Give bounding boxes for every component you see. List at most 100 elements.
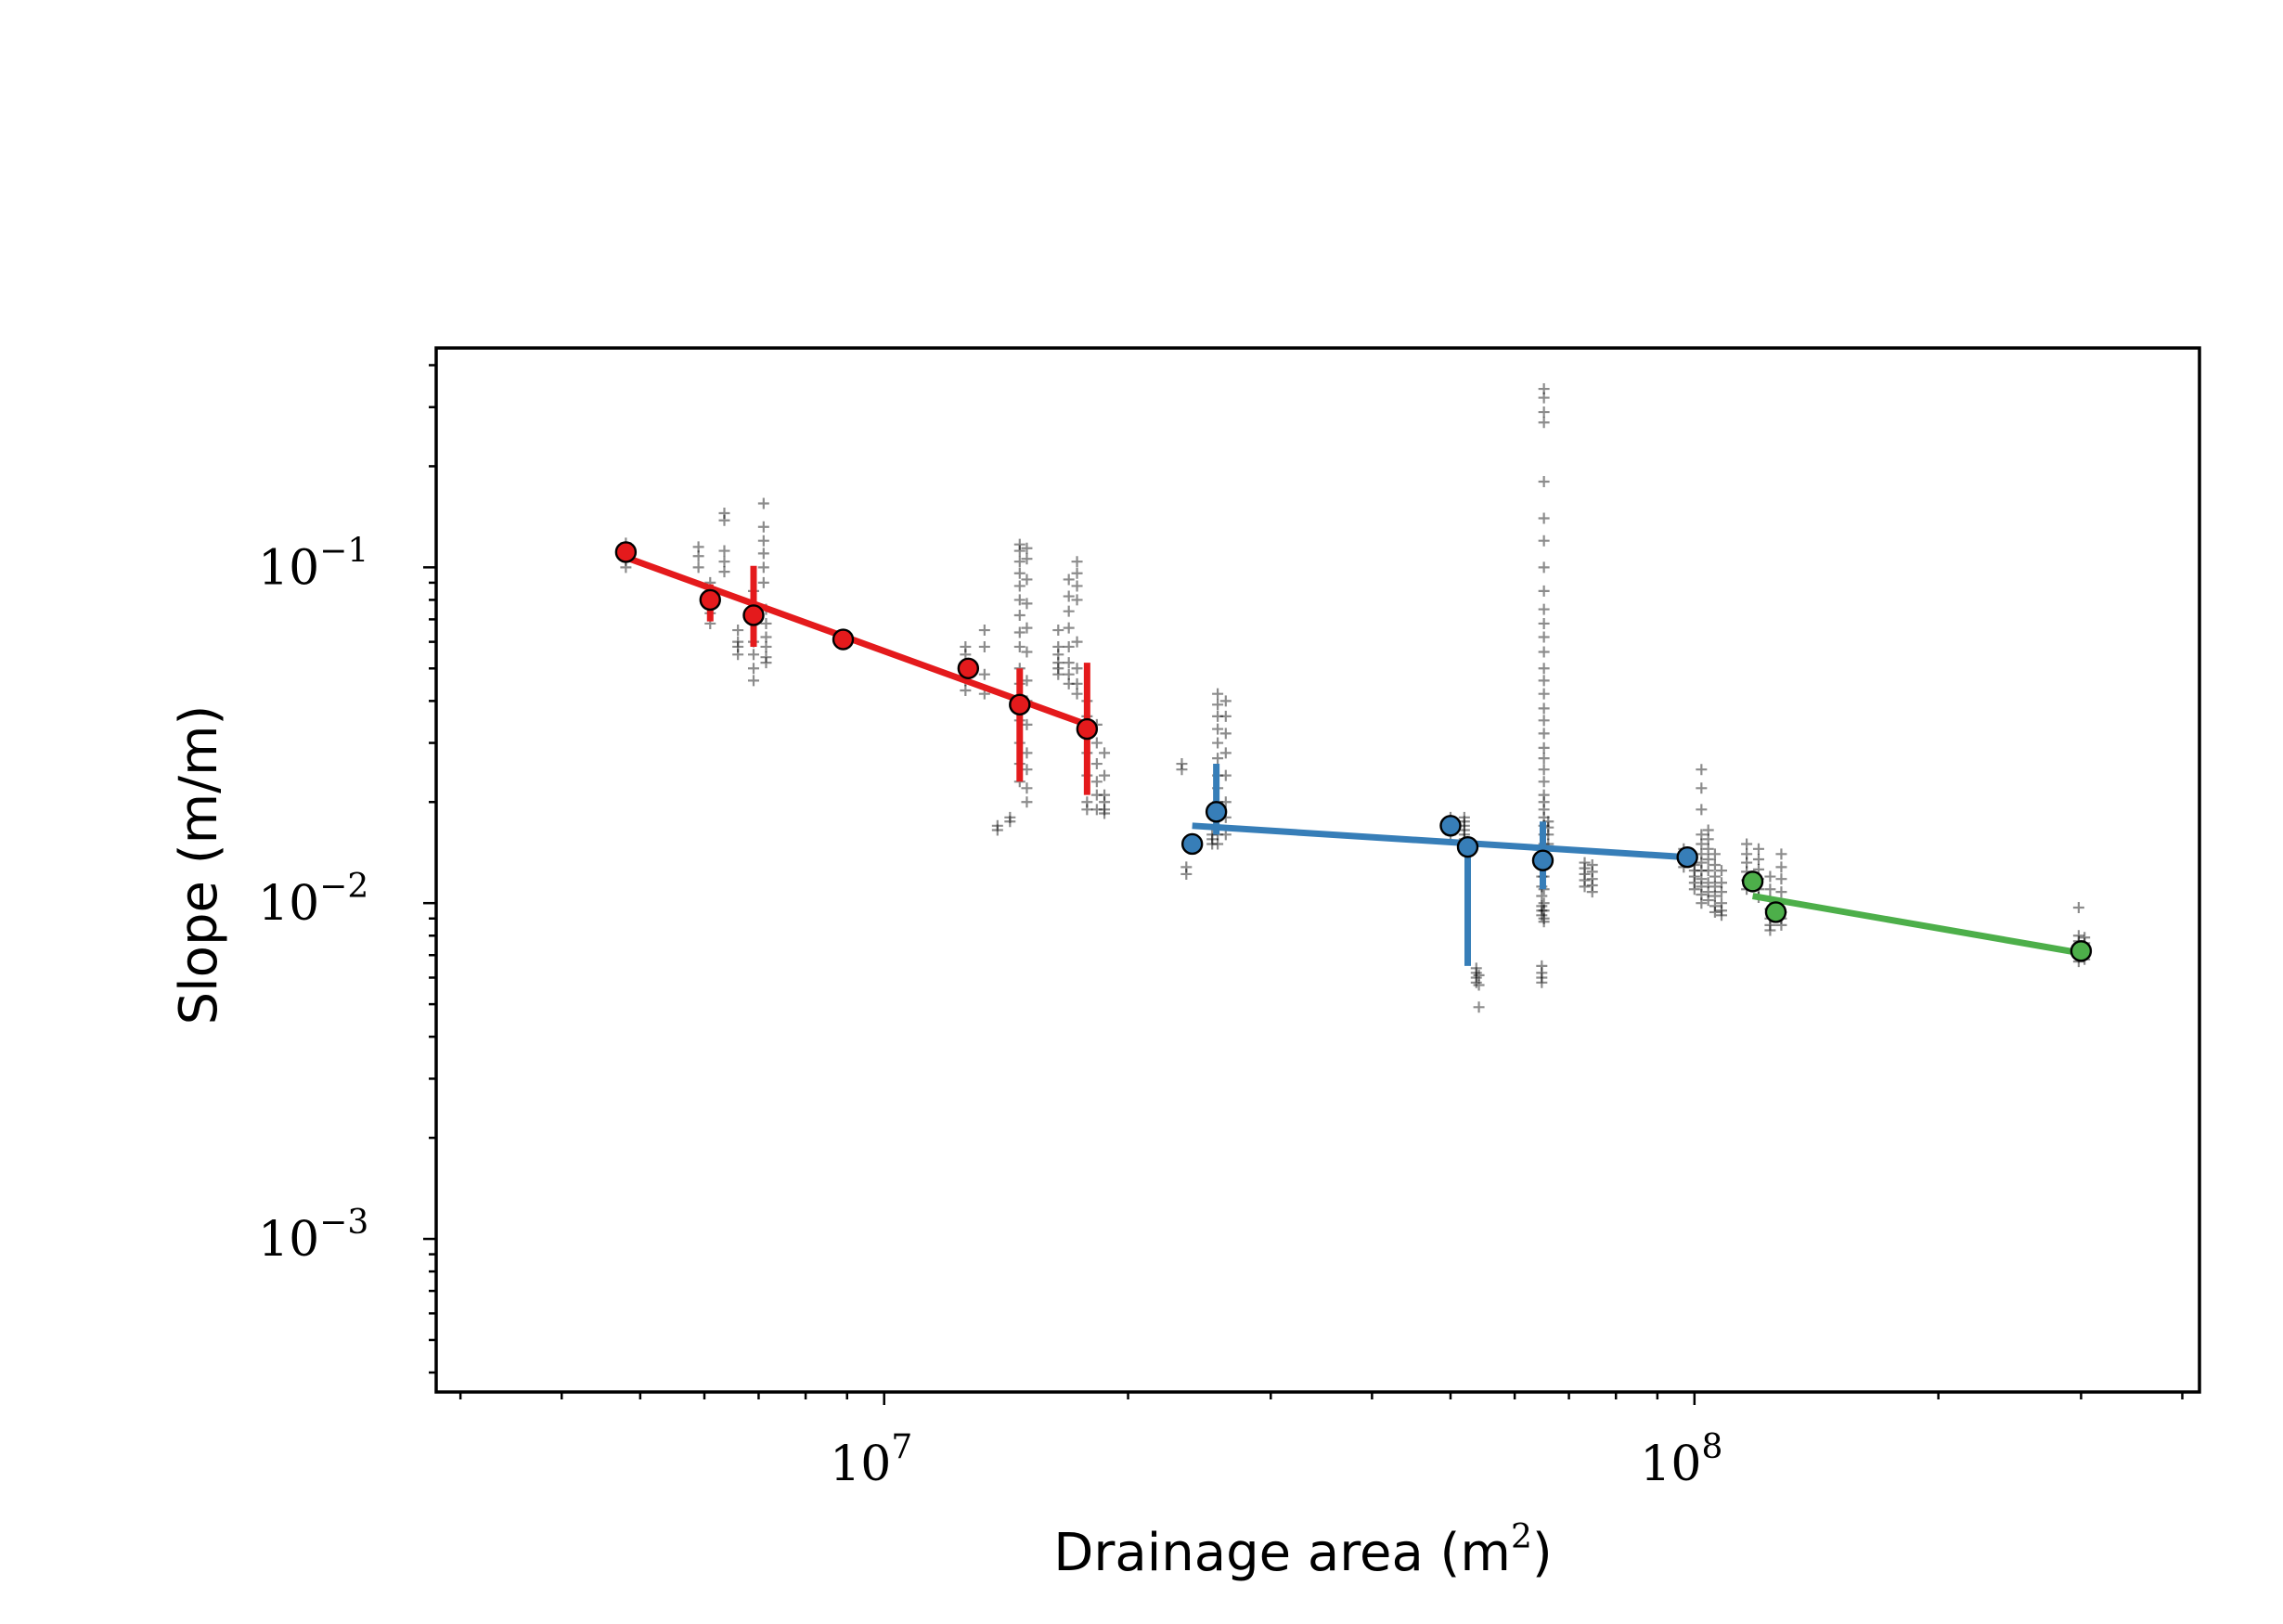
raw-point-26-0 <box>1458 811 1470 823</box>
raw-point-6-5 <box>757 576 769 588</box>
raw-point-40-0 <box>1741 838 1753 850</box>
raw-point-11-1 <box>1004 816 1016 828</box>
raw-point-8-0 <box>960 640 972 652</box>
raw-point-30-34 <box>1538 897 1550 909</box>
raw-point-19-5 <box>1099 807 1111 819</box>
raw-point-15-5 <box>1063 657 1075 669</box>
raw-point-22-1 <box>1206 833 1219 845</box>
raw-point-21-0 <box>1180 861 1193 873</box>
raw-point-44-1 <box>2072 930 2084 942</box>
raw-point-30-8 <box>1538 585 1550 597</box>
raw-point-12-4 <box>1013 580 1025 592</box>
raw-point-28-1 <box>1473 979 1485 991</box>
raw-point-41-0 <box>1752 843 1764 855</box>
raw-point-30-5 <box>1538 512 1550 524</box>
raw-point-30-25 <box>1538 804 1550 816</box>
raw-point-12-3 <box>1013 567 1025 579</box>
raw-point-30-7 <box>1538 561 1550 574</box>
data-point-0-1 <box>699 588 721 612</box>
raw-point-6-3 <box>757 548 769 560</box>
raw-point-39-2 <box>1716 886 1728 898</box>
raw-point-16-0 <box>1071 556 1083 568</box>
raw-point-7-2 <box>760 631 772 643</box>
raw-point-39-3 <box>1716 897 1728 909</box>
y-tick-label-exp-1: −2 <box>319 868 368 906</box>
fit-line-1 <box>1192 822 1688 861</box>
raw-point-19-3 <box>1099 796 1111 808</box>
x-axis-label: Drainage area (m2) <box>1053 1518 1552 1583</box>
raw-point-24-5 <box>1219 796 1232 808</box>
x-tick-label-1: 108 <box>1640 1428 1722 1492</box>
y-axis-ticks: 10−110 −2 10−3 <box>258 364 436 1374</box>
raw-point-4-3 <box>732 649 744 661</box>
raw-point-29-0 <box>1536 960 1548 972</box>
y-tick-label-exp-0: −1 <box>319 532 368 570</box>
raw-point-39-0 <box>1716 865 1728 877</box>
raw-point-29-2 <box>1536 972 1548 984</box>
raw-point-30-10 <box>1538 617 1550 629</box>
raw-point-36-11 <box>1696 897 1708 909</box>
raw-point-23-4 <box>1212 737 1224 749</box>
raw-point-15-6 <box>1063 668 1075 680</box>
raw-point-30-0 <box>1538 383 1550 395</box>
raw-point-9-1 <box>978 640 990 652</box>
raw-point-30-19 <box>1538 741 1550 754</box>
raw-point-18-2 <box>1090 758 1103 770</box>
raw-point-13-10 <box>1021 764 1033 776</box>
raw-point-23-1 <box>1212 699 1224 711</box>
raw-point-36-6 <box>1696 857 1708 869</box>
raw-point-36-3 <box>1696 829 1708 841</box>
raw-point-24-1 <box>1219 710 1232 722</box>
raw-point-36-1 <box>1696 782 1708 794</box>
raw-point-10-1 <box>991 824 1003 836</box>
y-tick-label-2: 10−3 <box>258 1204 368 1268</box>
y-tick-label-base-0: 10 <box>258 540 319 596</box>
raw-point-37-3 <box>1702 854 1714 866</box>
raw-point-30-2 <box>1538 406 1550 419</box>
raw-point-30-6 <box>1538 535 1550 547</box>
raw-point-30-21 <box>1538 764 1550 776</box>
raw-point-30-37 <box>1538 916 1550 928</box>
raw-point-38-2 <box>1709 870 1721 883</box>
raw-point-14-2 <box>1052 649 1064 661</box>
raw-point-1-0 <box>692 541 704 553</box>
raw-point-27-2 <box>1470 972 1482 984</box>
raw-point-13-4 <box>1021 622 1033 634</box>
raw-point-16-3 <box>1071 594 1083 606</box>
raw-point-15-1 <box>1063 590 1075 602</box>
raw-point-37-4 <box>1702 865 1714 877</box>
raw-point-3-3 <box>718 556 730 568</box>
raw-point-36-0 <box>1696 764 1708 776</box>
raw-point-13-0 <box>1021 542 1033 554</box>
raw-point-4-1 <box>732 636 744 648</box>
fit-line-0 <box>625 554 1089 728</box>
raw-point-32-3 <box>1579 874 1591 886</box>
raw-point-33-0 <box>1586 858 1598 870</box>
raw-point-30-35 <box>1538 905 1550 917</box>
raw-point-29-6 <box>1536 900 1548 912</box>
raw-point-24-0 <box>1219 695 1232 707</box>
raw-point-32-0 <box>1579 857 1591 869</box>
raw-point-16-7 <box>1071 688 1083 700</box>
raw-point-39-4 <box>1716 905 1728 917</box>
raw-point-9-2 <box>978 668 990 680</box>
raw-point-13-11 <box>1021 782 1033 794</box>
raw-point-7-4 <box>760 651 772 664</box>
raw-point-10-0 <box>991 819 1003 831</box>
raw-point-13-5 <box>1021 646 1033 658</box>
raw-point-27-0 <box>1470 962 1482 974</box>
raw-point-1-1 <box>692 550 704 562</box>
y-tick-label-0: 10−1 <box>258 532 368 596</box>
raw-point-36-9 <box>1696 881 1708 893</box>
raw-point-33-1 <box>1586 866 1598 878</box>
raw-point-0-0 <box>620 561 632 574</box>
raw-point-13-1 <box>1021 553 1033 565</box>
raw-point-16-1 <box>1071 567 1083 579</box>
raw-point-30-13 <box>1538 663 1550 675</box>
raw-point-28-2 <box>1473 1001 1485 1013</box>
raw-point-27-1 <box>1470 967 1482 979</box>
raw-point-39-5 <box>1716 909 1728 922</box>
raw-point-38-1 <box>1709 858 1721 870</box>
raw-point-36-7 <box>1696 865 1708 877</box>
raw-point-30-17 <box>1538 715 1550 727</box>
